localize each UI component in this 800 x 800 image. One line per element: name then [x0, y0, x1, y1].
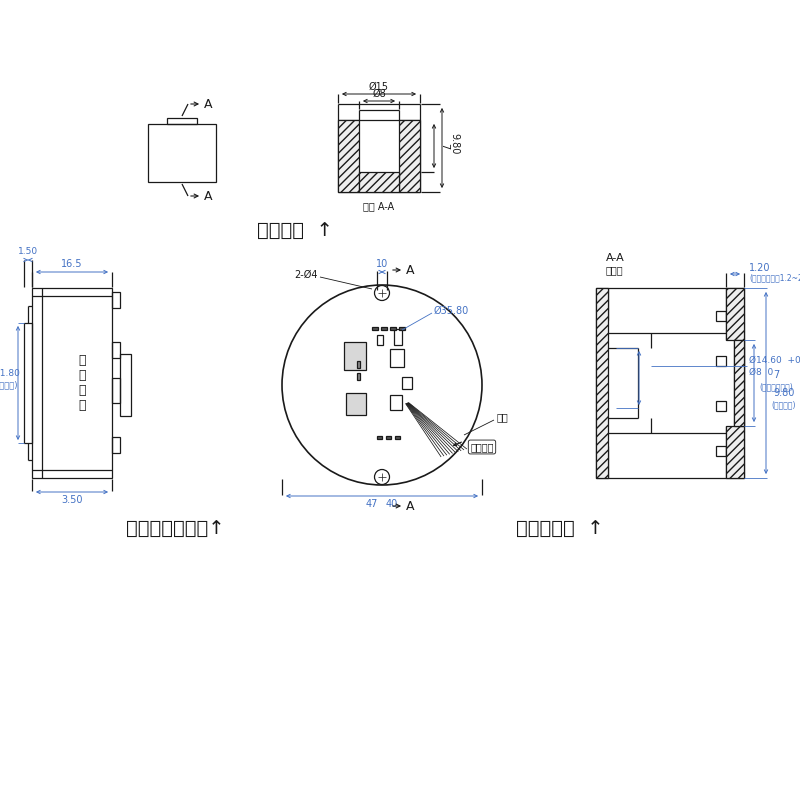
Text: 编码器本体尺寸↑: 编码器本体尺寸↑ — [126, 518, 224, 538]
Bar — [359, 172, 399, 192]
Bar — [386, 436, 391, 439]
Text: Ø35.80: Ø35.80 — [434, 306, 470, 316]
Bar — [112, 292, 120, 308]
Bar — [357, 373, 360, 380]
Text: 7: 7 — [773, 370, 779, 380]
Text: Ø8: Ø8 — [372, 89, 386, 99]
Bar — [338, 120, 359, 192]
Text: 磁钢尺寸  ↑: 磁钢尺寸 ↑ — [257, 221, 333, 239]
Text: A: A — [204, 190, 212, 202]
Bar — [372, 327, 378, 330]
Bar — [357, 361, 360, 368]
Text: 2-Ø4: 2-Ø4 — [294, 270, 318, 280]
Text: A-A: A-A — [606, 253, 625, 263]
Text: Ø15: Ø15 — [369, 82, 389, 92]
Text: 7: 7 — [439, 143, 449, 149]
Text: 1.50: 1.50 — [18, 246, 38, 255]
Bar — [390, 395, 402, 410]
Text: 16.5: 16.5 — [62, 259, 82, 269]
Bar — [734, 340, 744, 426]
Bar — [395, 436, 400, 439]
Text: 出线方向: 出线方向 — [470, 442, 494, 452]
Text: (定位止口): (定位止口) — [0, 381, 18, 390]
Bar — [338, 120, 420, 192]
Bar — [344, 342, 366, 370]
Bar — [399, 120, 420, 192]
Bar — [726, 288, 744, 340]
Text: (磁间隙保持在1.2~2.5之间): (磁间隙保持在1.2~2.5之间) — [749, 274, 800, 282]
Text: 47: 47 — [366, 499, 378, 509]
Bar — [148, 124, 216, 182]
Bar — [112, 437, 120, 453]
Bar — [402, 377, 412, 389]
Text: 3.50: 3.50 — [62, 495, 82, 505]
Text: A: A — [406, 263, 414, 277]
Bar — [399, 327, 405, 330]
Text: A: A — [204, 98, 212, 110]
Bar — [24, 323, 32, 443]
Text: 1.20: 1.20 — [749, 263, 770, 273]
Bar — [716, 401, 726, 411]
Text: 剖面 A-A: 剖面 A-A — [363, 201, 394, 211]
Bar — [394, 329, 402, 345]
Bar — [381, 327, 387, 330]
Bar — [377, 335, 383, 345]
Bar — [32, 288, 112, 478]
Bar — [167, 118, 197, 124]
Text: (磁钓高度): (磁钓高度) — [772, 401, 796, 410]
Text: 9.80: 9.80 — [774, 388, 794, 398]
Text: 磁钓: 磁钓 — [497, 412, 509, 422]
Bar — [346, 393, 366, 415]
Bar — [716, 446, 726, 456]
Text: 剖开图: 剖开图 — [606, 265, 624, 275]
Text: Ø31.80: Ø31.80 — [0, 369, 21, 378]
Bar — [596, 288, 744, 478]
Text: 磁间隙说明  ↑: 磁间隙说明 ↑ — [516, 518, 604, 538]
Text: 10: 10 — [376, 259, 388, 269]
Bar — [716, 356, 726, 366]
Text: 编
单
楼
章: 编 单 楼 章 — [78, 354, 86, 412]
Bar — [734, 340, 744, 426]
Bar — [112, 342, 120, 358]
Bar — [390, 349, 404, 367]
Text: 40: 40 — [386, 499, 398, 509]
Text: Ø14.60  +0.03: Ø14.60 +0.03 — [749, 355, 800, 365]
Bar — [716, 311, 726, 321]
Text: A: A — [406, 499, 414, 513]
Text: 9.80: 9.80 — [449, 134, 459, 154]
Bar — [120, 354, 131, 416]
Bar — [112, 378, 120, 403]
Text: (磁钓内孔深度): (磁钓内孔深度) — [759, 382, 793, 391]
Text: Ø8  0: Ø8 0 — [749, 367, 774, 377]
Bar — [726, 426, 744, 478]
Bar — [596, 288, 608, 478]
Bar — [377, 436, 382, 439]
Bar — [390, 327, 396, 330]
